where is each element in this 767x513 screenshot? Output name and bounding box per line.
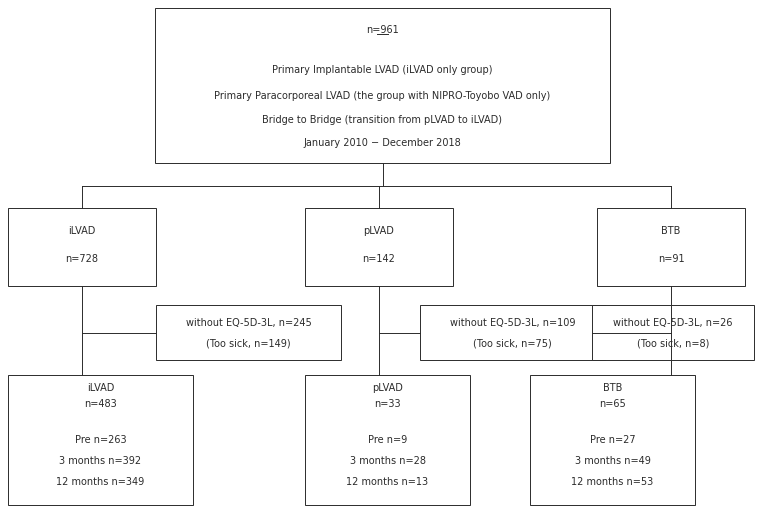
Text: (Too sick, n=75): (Too sick, n=75) [473, 339, 552, 348]
Text: iLVAD: iLVAD [68, 226, 96, 236]
Text: 3 months n=392: 3 months n=392 [59, 456, 142, 466]
Bar [155, 8, 610, 163]
Text: Pre n=9: Pre n=9 [368, 435, 407, 445]
Text: (Too sick, n=149): (Too sick, n=149) [206, 339, 291, 348]
Text: Pre n=27: Pre n=27 [590, 435, 635, 445]
Text: 3 months n=49: 3 months n=49 [574, 456, 650, 466]
Text: iLVAD: iLVAD [87, 383, 114, 393]
Text: BTB: BTB [603, 383, 622, 393]
Text: n=33: n=33 [374, 399, 401, 408]
Text: n=961: n=961 [366, 25, 399, 35]
Text: Primary Paracorporeal LVAD (the group with NIPRO-Toyobo VAD only): Primary Paracorporeal LVAD (the group wi… [214, 91, 551, 102]
Bar [8, 208, 156, 286]
Bar [592, 305, 754, 360]
Text: BTB: BTB [661, 226, 680, 236]
Text: Primary Implantable LVAD (iLVAD only group): Primary Implantable LVAD (iLVAD only gro… [272, 65, 492, 75]
Text: 12 months n=349: 12 months n=349 [57, 477, 145, 487]
Text: 12 months n=53: 12 months n=53 [571, 477, 653, 487]
Bar [305, 208, 453, 286]
Text: without EQ-5D-3L, n=245: without EQ-5D-3L, n=245 [186, 318, 311, 328]
Text: n=65: n=65 [599, 399, 626, 408]
Text: n=142: n=142 [363, 254, 396, 264]
Text: without EQ-5D-3L, n=109: without EQ-5D-3L, n=109 [449, 318, 575, 328]
Text: 3 months n=28: 3 months n=28 [350, 456, 426, 466]
Bar [597, 208, 745, 286]
Text: n=728: n=728 [65, 254, 98, 264]
Bar [305, 375, 470, 505]
Text: without EQ-5D-3L, n=26: without EQ-5D-3L, n=26 [614, 318, 732, 328]
Bar [530, 375, 695, 505]
Text: January 2010 − December 2018: January 2010 − December 2018 [304, 138, 462, 148]
Text: pLVAD: pLVAD [372, 383, 403, 393]
Bar [8, 375, 193, 505]
Text: pLVAD: pLVAD [364, 226, 394, 236]
Bar [420, 305, 605, 360]
Bar [156, 305, 341, 360]
Text: n=91: n=91 [657, 254, 684, 264]
Text: n=483: n=483 [84, 399, 117, 408]
Text: Bridge to Bridge (transition from pLVAD to iLVAD): Bridge to Bridge (transition from pLVAD … [262, 114, 502, 125]
Text: (Too sick, n=8): (Too sick, n=8) [637, 339, 709, 348]
Text: Pre n=263: Pre n=263 [74, 435, 127, 445]
Text: 12 months n=13: 12 months n=13 [347, 477, 429, 487]
